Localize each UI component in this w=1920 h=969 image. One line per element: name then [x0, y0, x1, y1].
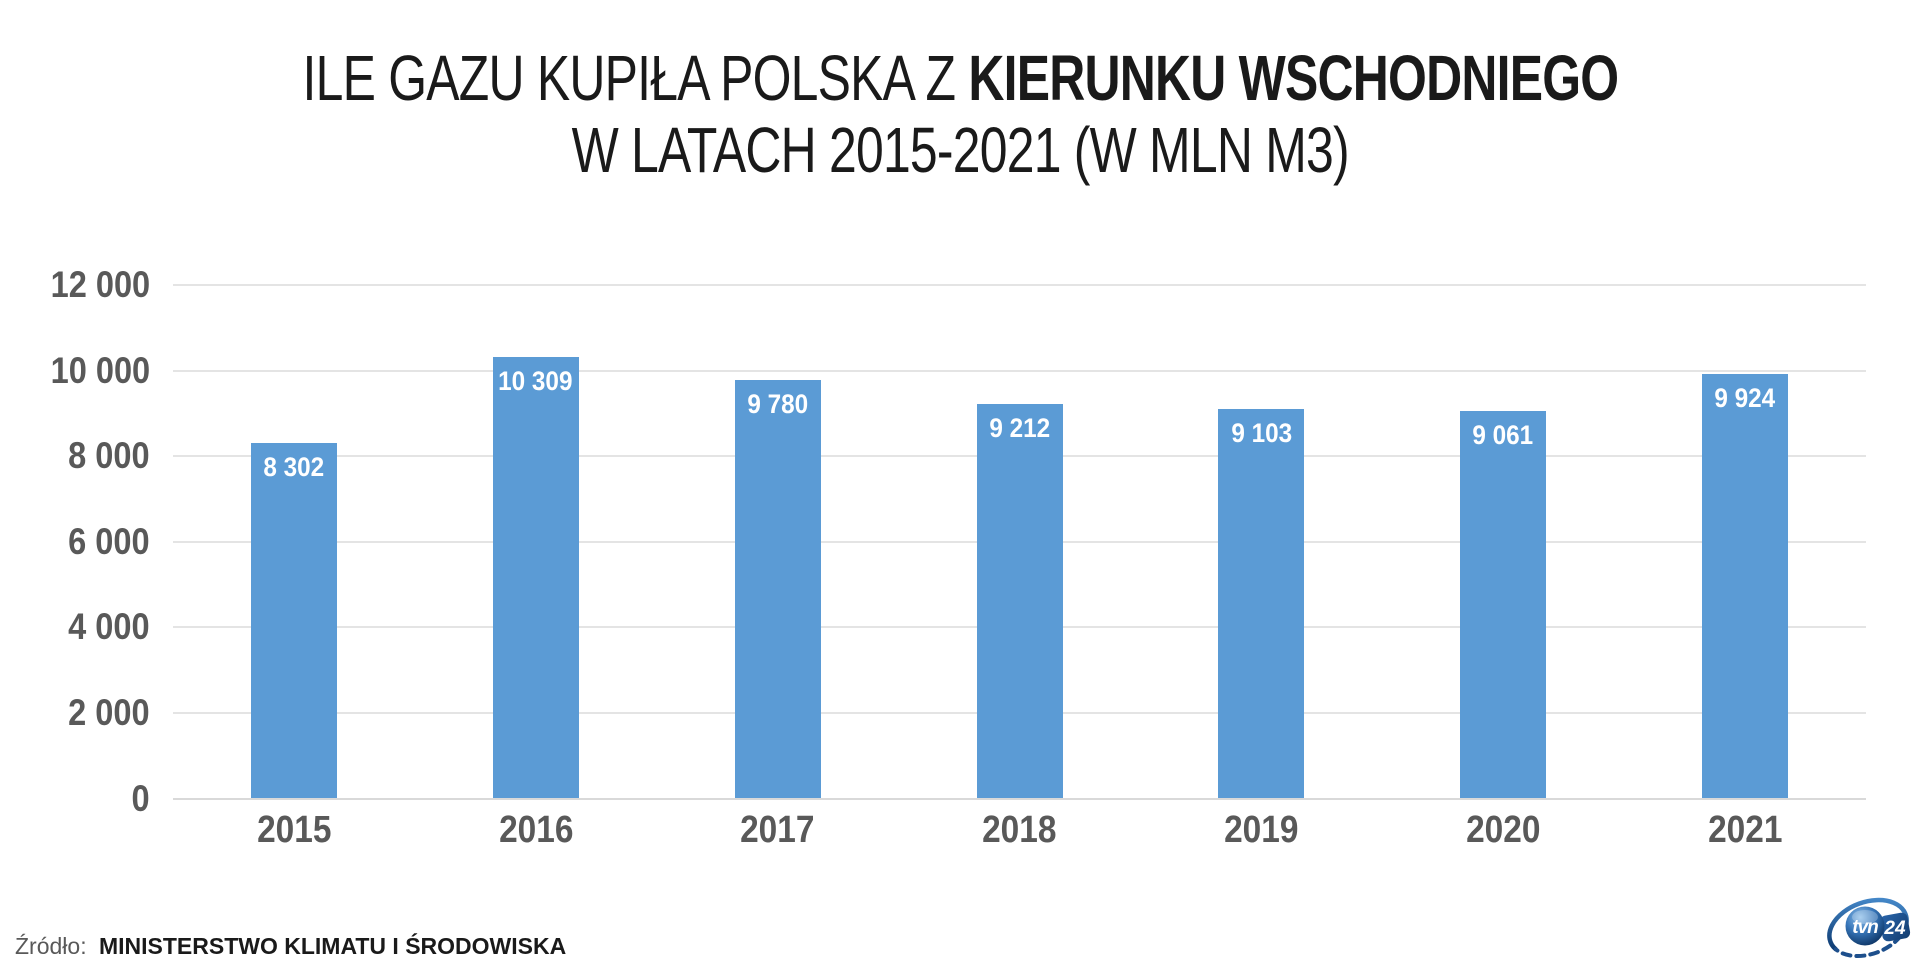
- chart-title-line1: ILE GAZU KUPIŁA POLSKA Z KIERUNKU WSCHOD…: [0, 42, 1920, 114]
- logo-sphere-highlight: [1852, 910, 1878, 924]
- bar-value-label-2020: 9 061: [1472, 419, 1534, 450]
- y-axis-tick-label: 6 000: [68, 520, 150, 562]
- logo-text: tvn: [1852, 917, 1878, 938]
- x-axis-tick-label-2017: 2017: [740, 809, 815, 851]
- title-text-line2: W LATACH 2015-2021 (W MLN M3): [571, 114, 1349, 186]
- bar-value-label-2016: 10 309: [498, 366, 573, 397]
- gridline-y-0: [173, 797, 1866, 800]
- bar-2018: 9 212: [976, 404, 1063, 799]
- bar-value-label-2018: 9 212: [989, 413, 1050, 444]
- source-label: Źródło:: [15, 933, 87, 959]
- source-note: Źródło: MINISTERSTWO KLIMATU I ŚRODOWISK…: [15, 932, 566, 960]
- gridline-y-12000: [173, 283, 1866, 286]
- x-axis-tick-label-2019: 2019: [1224, 809, 1299, 851]
- x-axis-tick-label-2020: 2020: [1465, 809, 1541, 851]
- y-axis-tick-label: 2 000: [68, 691, 150, 733]
- x-axis-tick-label-2021: 2021: [1707, 809, 1783, 851]
- gridline-y-10000: [173, 369, 1866, 372]
- logo-24-panel: [1879, 912, 1911, 942]
- tvn24-logo: 24 tvn: [1827, 897, 1911, 958]
- y-axis-tick-label: 4 000: [68, 606, 150, 648]
- bar-2021: 9 924: [1702, 373, 1789, 799]
- x-axis-tick-label-2018: 2018: [982, 809, 1057, 851]
- bar-2017: 9 780: [734, 379, 821, 799]
- x-axis-tick-label-2015: 2015: [256, 809, 332, 851]
- bar-value-label-2015: 8 302: [263, 452, 325, 483]
- y-axis-tick-label: 10 000: [50, 349, 150, 391]
- bar-value-label-2017: 9 780: [747, 388, 809, 419]
- title-text-regular: ILE GAZU KUPIŁA POLSKA Z: [302, 42, 968, 114]
- y-axis-tick-label: 8 000: [68, 435, 150, 477]
- title-text-bold: KIERUNKU WSCHODNIEGO: [967, 42, 1619, 114]
- x-axis-tick-label-2016: 2016: [498, 809, 573, 851]
- logo-number: 24: [1883, 918, 1906, 939]
- chart-title: ILE GAZU KUPIŁA POLSKA Z KIERUNKU WSCHOD…: [0, 42, 1920, 186]
- bar-2019: 9 103: [1218, 408, 1305, 799]
- logo-sphere: [1845, 906, 1885, 946]
- bar-value-label-2019: 9 103: [1230, 417, 1292, 448]
- bar-2015: 8 302: [250, 443, 337, 799]
- bar-2020: 9 061: [1460, 410, 1547, 799]
- bar-value-label-2021: 9 924: [1714, 382, 1776, 413]
- bar-2016: 10 309: [492, 357, 579, 799]
- y-axis-tick-label: 12 000: [50, 263, 150, 305]
- y-axis-tick-label: 0: [131, 777, 150, 819]
- source-name: MINISTERSTWO KLIMATU I ŚRODOWISKA: [98, 933, 567, 959]
- chart-title-line2: W LATACH 2015-2021 (W MLN M3): [0, 114, 1920, 186]
